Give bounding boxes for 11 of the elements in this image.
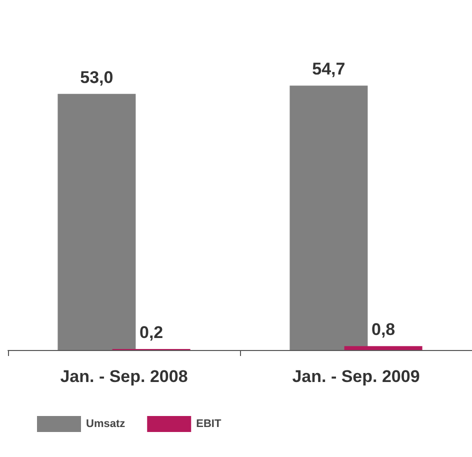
bar	[344, 346, 422, 350]
bar	[58, 94, 136, 350]
x-tick-label: Jan. - Sep. 2008	[60, 367, 188, 386]
x-tick-label: Jan. - Sep. 2009	[292, 367, 420, 386]
legend-label: EBIT	[196, 418, 222, 430]
legend-label: Umsatz	[86, 418, 126, 430]
data-label: 53,0	[80, 68, 114, 87]
data-label: 0,8	[371, 320, 396, 340]
data-label: 54,7	[312, 60, 346, 79]
data-label: 0,2	[139, 323, 164, 342]
bar	[290, 86, 368, 350]
